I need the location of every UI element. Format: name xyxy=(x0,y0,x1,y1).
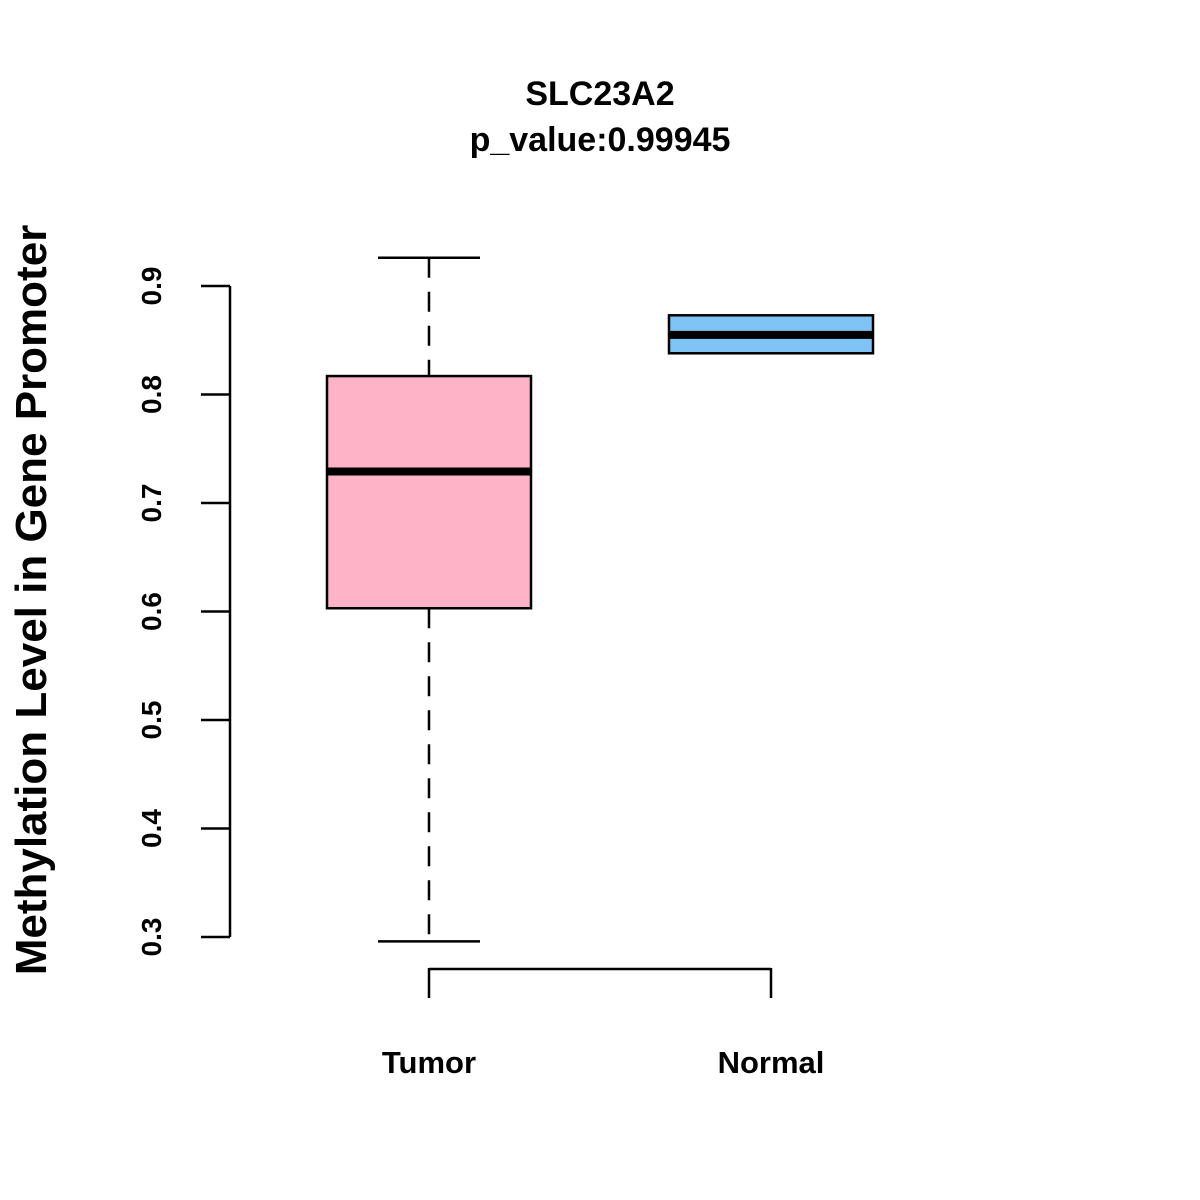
chart-subtitle: p_value:0.99945 xyxy=(470,121,731,159)
y-tick-label: 0.8 xyxy=(136,375,167,414)
y-axis-label: Methylation Level in Gene Promoter xyxy=(7,225,56,976)
y-tick-label: 0.6 xyxy=(136,592,167,631)
iqr-box xyxy=(325,374,533,610)
plot-area xyxy=(325,256,875,943)
x-tick-label: Tumor xyxy=(382,1045,476,1080)
x-tick-label: Normal xyxy=(718,1045,825,1080)
y-tick-label: 0.4 xyxy=(136,809,167,848)
box-group-tumor xyxy=(325,256,533,943)
y-tick-label: 0.5 xyxy=(136,701,167,740)
y-axis: 0.3 0.4 0.5 0.6 0.7 0.8 0.9 xyxy=(136,267,232,957)
y-tick-label: 0.3 xyxy=(136,918,167,957)
box-group-normal xyxy=(667,314,875,355)
x-axis: Tumor Normal xyxy=(382,967,825,1080)
chart-title: SLC23A2 xyxy=(525,75,674,113)
y-tick-label: 0.7 xyxy=(136,484,167,523)
y-tick-label: 0.9 xyxy=(136,267,167,306)
